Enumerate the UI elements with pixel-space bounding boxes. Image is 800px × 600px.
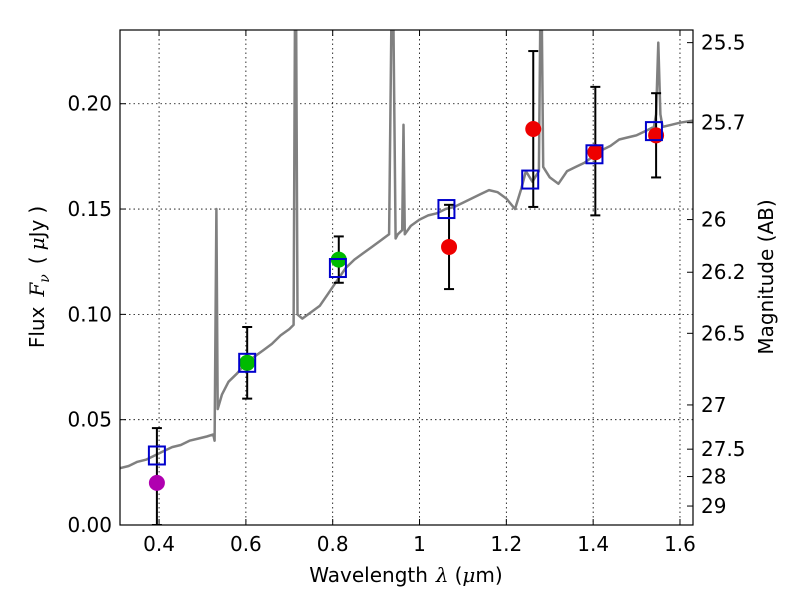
model-point	[644, 121, 663, 142]
magnitude-tick-label: 25.5	[701, 31, 746, 55]
model-point	[585, 144, 604, 165]
x-axis-ticks: 0.4 0.6 0.8 1 1.2 1.4 1.6	[143, 30, 696, 556]
observed-point	[441, 238, 458, 255]
y-tick-label: 0.20	[67, 92, 112, 116]
magnitude-tick-label: 28	[701, 465, 726, 489]
observed-point	[148, 474, 165, 491]
model-point	[521, 169, 540, 190]
observed-point	[525, 121, 542, 137]
model-points	[147, 121, 663, 466]
plot-frame	[119, 29, 694, 526]
x-tick-label: 1	[413, 532, 426, 556]
magnitude-axis-label: Magnitude (AB)	[754, 199, 778, 354]
y-tick-label: 0.15	[67, 197, 112, 221]
x-axis-label: Wavelength λ (μm)	[309, 563, 502, 587]
x-tick-label: 0.6	[230, 532, 262, 556]
model-point	[147, 445, 166, 466]
x-tick-label: 1.6	[664, 532, 696, 556]
magnitude-axis-ticks: 25.5 25.7 26 26.2 26.5 27 27.5 28 29	[687, 31, 746, 518]
magnitude-tick-label: 26.2	[701, 260, 746, 284]
magnitude-tick-label: 29	[701, 494, 726, 518]
observed-point	[587, 144, 604, 161]
x-tick-label: 1.4	[577, 532, 609, 556]
y-tick-label: 0.10	[67, 302, 112, 326]
y-tick-label: 0.00	[67, 513, 112, 537]
magnitude-tick-label: 26	[701, 208, 726, 232]
model-point	[238, 352, 257, 373]
magnitude-tick-label: 26.5	[701, 321, 746, 345]
y-axis-ticks: 0.00 0.05 0.10 0.15 0.20	[67, 92, 126, 537]
model-point	[328, 258, 347, 279]
x-tick-label: 0.8	[317, 532, 349, 556]
magnitude-tick-label: 27	[701, 393, 726, 417]
magnitude-tick-label: 27.5	[701, 437, 746, 461]
observed-point	[239, 354, 256, 371]
x-tick-label: 1.2	[490, 532, 522, 556]
plot-area	[120, 30, 693, 525]
observed-points	[148, 121, 665, 491]
y-tick-label: 0.05	[67, 408, 112, 432]
magnitude-tick-label: 25.7	[701, 111, 746, 135]
y-axis-label: FluxFν(μJy)	[25, 206, 53, 348]
x-tick-label: 0.4	[143, 532, 175, 556]
model-point	[437, 199, 456, 220]
